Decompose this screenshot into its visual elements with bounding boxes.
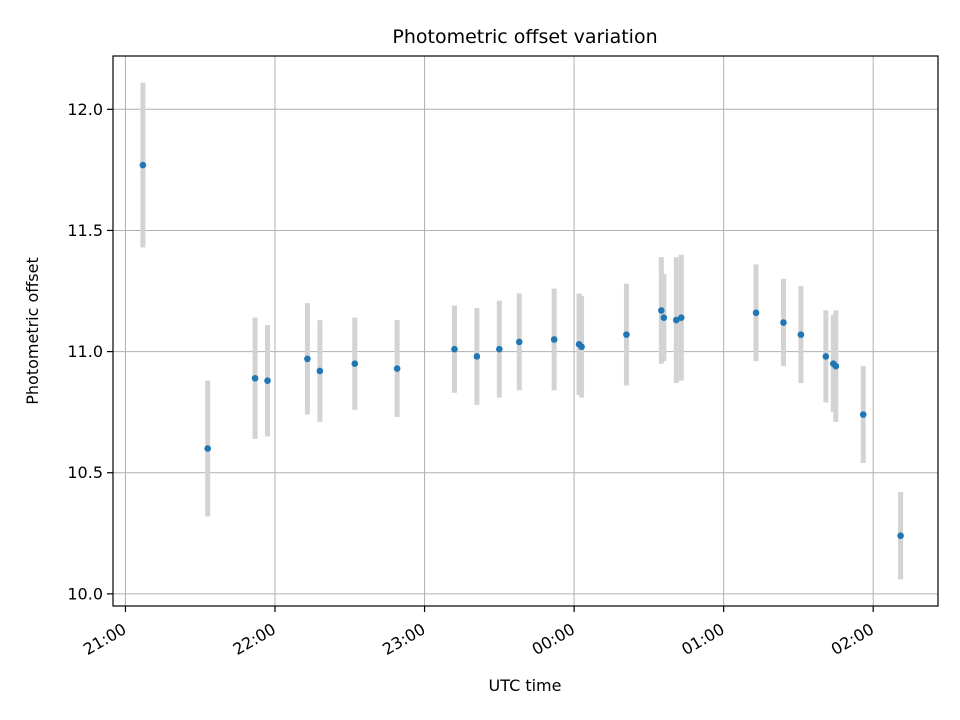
y-tick-label: 10.5 [67, 463, 103, 482]
data-point [496, 345, 503, 353]
y-tick-label: 10.0 [67, 584, 103, 603]
data-point [393, 365, 401, 372]
y-tick-label: 12.0 [67, 100, 103, 119]
data-point [251, 374, 259, 382]
plot-frame [112, 55, 939, 607]
data-point [677, 314, 685, 321]
y-tick-label: 11.5 [67, 221, 103, 240]
data-point [822, 353, 830, 360]
data-point [859, 411, 867, 418]
data-point [797, 331, 805, 338]
y-tick-label: 11.0 [67, 342, 103, 361]
data-point [672, 316, 680, 324]
data-point [351, 360, 359, 368]
chart-title: Photometric offset variation [392, 26, 657, 48]
data-point [658, 307, 665, 314]
data-point [139, 161, 147, 169]
data-point [473, 353, 481, 360]
data-point [752, 309, 760, 317]
data-point [578, 343, 585, 351]
data-point [623, 331, 630, 338]
x-axis-label: UTC time [489, 676, 562, 695]
data-point [204, 445, 212, 452]
data-point [316, 367, 324, 375]
data-point [264, 377, 271, 384]
data-point [451, 345, 458, 353]
data-point [304, 355, 311, 363]
data-point [780, 319, 787, 326]
data-point [660, 314, 668, 321]
data-point [897, 532, 904, 540]
y-axis-ticks: 10.0 10.5 11.0 11.5 12.0 [67, 100, 113, 603]
data-point [550, 336, 558, 343]
data-point [515, 338, 523, 346]
data-points [139, 161, 904, 540]
data-point [832, 362, 840, 370]
grid [113, 56, 938, 606]
y-axis-label: Photometric offset [23, 257, 42, 405]
